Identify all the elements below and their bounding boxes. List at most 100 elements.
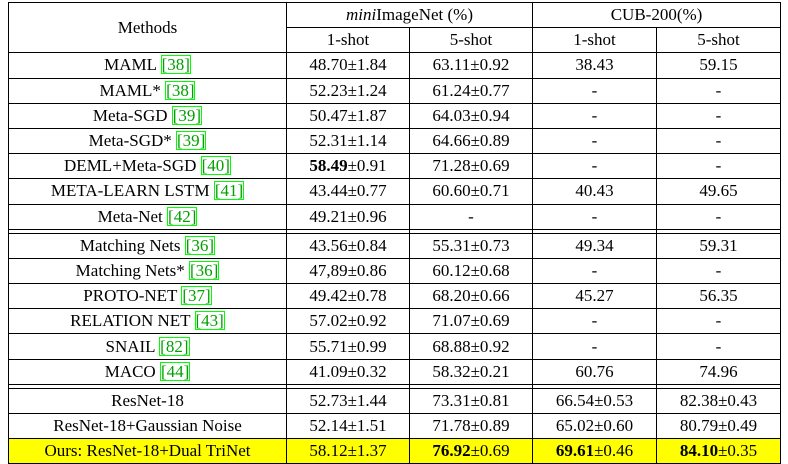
mini-1shot-cell: 41.09±0.32 — [286, 359, 410, 385]
mini-5shot-cell: 71.07±0.69 — [409, 308, 533, 335]
citation-link[interactable]: [37] — [181, 286, 212, 306]
citation-link[interactable]: [44] — [159, 361, 191, 381]
method-cell: ResNet-18+Gaussian Noise — [8, 413, 287, 440]
ours-mini-1shot-cell: 58.12±1.37 — [286, 438, 410, 464]
method-cell: Matching Nets* [36] — [8, 258, 287, 285]
table-row: PROTO-NET [37] 49.42±0.78 68.20±0.66 45.27 5… — [8, 283, 782, 310]
cub-5shot-cell-value: - — [715, 105, 722, 125]
mini-1shot-cell: 52.31±1.14 — [286, 128, 410, 155]
table-row: Matching Nets [36] 43.56±0.84 55.31±0.73 49… — [8, 233, 782, 259]
table-row: Meta-SGD* [39] 52.31±1.14 64.66±0.89 - - — [8, 128, 782, 155]
method-name: Matching Nets* — [75, 260, 189, 280]
cub-1shot-cell-value: 60.76 — [575, 361, 614, 381]
table-row: ResNet-18 52.73±1.44 73.31±0.81 66.54±0.53 8… — [8, 388, 782, 415]
ours-cub-1shot-cell: 69.61±0.46 — [532, 438, 657, 464]
mini-1shot-cell: 57.02±0.92 — [286, 308, 410, 335]
cub-1shot-cell-value: - — [591, 80, 598, 100]
mini-1shot-cell-value: 50.47±1.87 — [309, 105, 387, 125]
table-body: MAML [38] 48.70±1.84 63.11±0.92 38.43 59.15 M… — [8, 52, 782, 464]
cub-5shot-cell-value: - — [715, 311, 722, 331]
ours-cub-5shot-cell-value: ±0.35 — [718, 441, 758, 461]
method-name: ResNet-18+Gaussian Noise — [53, 416, 242, 436]
mini-1shot-cell-value: 52.31±1.14 — [309, 131, 387, 151]
mini-1shot-cell: 55.71±0.99 — [286, 333, 410, 360]
citation-link[interactable]: [36] — [184, 235, 216, 255]
group-separator — [8, 384, 782, 389]
mini-1shot-cell: 47,89±0.86 — [286, 258, 410, 285]
cub-1shot-cell-value: 65.02±0.60 — [555, 416, 634, 436]
mini-1shot-cell-bold-value: 58.49 — [309, 156, 348, 176]
table-row: MACO [44] 41.09±0.32 58.32±0.21 60.76 74.96 — [8, 359, 782, 385]
cub-1shot-cell-value: - — [591, 311, 598, 331]
method-cell: META-LEARN LSTM [41] — [8, 178, 287, 205]
ours-row: Ours: ResNet-18+Dual TriNet 58.12±1.37 76.… — [8, 438, 782, 464]
methods-header: Methods — [8, 1, 287, 54]
comparison-table: Methods miniImageNet (%) CUB-200(%) 1-sh… — [8, 1, 782, 464]
dataset1-rest: ImageNet (%) — [376, 5, 473, 25]
citation-link[interactable]: [82] — [159, 336, 190, 356]
results-table-container: Methods miniImageNet (%) CUB-200(%) 1-sh… — [8, 1, 782, 464]
method-name: PROTO-NET — [83, 286, 182, 306]
mini-5shot-cell-value: 64.66±0.89 — [432, 131, 510, 151]
mini-1shot-header: 1-shot — [286, 27, 410, 54]
mini-1shot-cell-value: 52.14±1.51 — [309, 416, 387, 436]
separator-cell — [655, 229, 782, 234]
citation-link[interactable]: [38] — [160, 55, 191, 75]
cub-5shot-cell: - — [655, 128, 782, 155]
method-name: Meta-SGD* — [88, 131, 177, 151]
method-name: RELATION NET — [70, 311, 195, 331]
citation-link[interactable]: [41] — [213, 181, 245, 201]
mini-1shot-cell-value: 49.21±0.96 — [309, 206, 387, 226]
cub-1shot-cell: 49.34 — [532, 233, 657, 259]
mini-1shot-cell-value: 48.70±1.84 — [309, 55, 387, 75]
cub-5shot-cell-value: 82.38±0.43 — [679, 390, 758, 410]
cub-1shot-cell-value: 40.43 — [575, 181, 614, 201]
citation-link[interactable]: [39] — [176, 131, 207, 151]
separator-cell — [655, 384, 782, 389]
cub-5shot-cell: - — [655, 333, 782, 360]
cub-5shot-cell-value: 74.96 — [699, 361, 738, 381]
cub-5shot-cell-value: - — [715, 156, 722, 176]
cub-1shot-cell-value: - — [591, 105, 598, 125]
mini-5shot-cell: 63.11±0.92 — [409, 52, 533, 79]
cub-5shot-cell-value: - — [715, 336, 722, 356]
method-cell: Meta-SGD [39] — [8, 103, 287, 129]
mini-1shot-cell-value: 57.02±0.92 — [309, 311, 387, 331]
method-name: DEML+Meta-SGD — [64, 156, 201, 176]
citation-link[interactable]: [39] — [171, 105, 203, 125]
mini-5shot-cell-value: 60.12±0.68 — [432, 260, 510, 280]
ours-cub-5shot-cell-bold-value: 84.10 — [679, 441, 719, 461]
citation-link[interactable]: [38] — [165, 80, 196, 100]
method-name: Matching Nets — [79, 235, 185, 255]
mini-1shot-cell-value: 49.42±0.78 — [309, 286, 387, 306]
dataset1-prefix: mini — [346, 5, 377, 25]
mini-5shot-cell: 64.66±0.89 — [409, 128, 533, 155]
mini-1shot-cell: 52.14±1.51 — [286, 413, 410, 440]
mini-5shot-cell: 61.24±0.77 — [409, 78, 533, 104]
cub-1shot-cell-value: - — [591, 156, 598, 176]
mini-5shot-header: 5-shot — [409, 27, 533, 54]
citation-link[interactable]: [42] — [167, 206, 198, 226]
header-row: Methods miniImageNet (%) CUB-200(%) — [8, 1, 782, 54]
cub-5shot-cell: - — [655, 308, 782, 335]
mini-5shot-cell: 71.28±0.69 — [409, 153, 533, 180]
method-name: Meta-SGD — [92, 105, 172, 125]
method-cell: PROTO-NET [37] — [8, 283, 287, 310]
mini-1shot-cell-value: 43.44±0.77 — [309, 181, 387, 201]
mini-1shot-cell: 43.44±0.77 — [286, 178, 410, 205]
cub-5shot-cell: 59.15 — [655, 52, 782, 79]
cub-1shot-header: 1-shot — [532, 27, 657, 54]
citation-link[interactable]: [43] — [194, 311, 225, 331]
mini-1shot-cell: 43.56±0.84 — [286, 233, 410, 259]
mini-5shot-cell: 71.78±0.89 — [409, 413, 533, 440]
citation-link[interactable]: [36] — [189, 260, 220, 280]
cub-1shot-cell-value: 45.27 — [575, 286, 614, 306]
cub-5shot-cell: 59.31 — [655, 233, 782, 259]
citation-link[interactable]: [40] — [200, 156, 231, 176]
mini-1shot-cell-value: ±0.91 — [347, 156, 387, 176]
ours-cub-1shot-cell-value: ±0.46 — [594, 441, 634, 461]
mini-5shot-cell: 68.20±0.66 — [409, 283, 533, 310]
mini-5shot-cell-value: 68.88±0.92 — [432, 336, 510, 356]
mini-1shot-cell: 52.73±1.44 — [286, 388, 410, 415]
table-row: DEML+Meta-SGD [40] 58.49±0.91 71.28±0.69 - - — [8, 153, 782, 180]
